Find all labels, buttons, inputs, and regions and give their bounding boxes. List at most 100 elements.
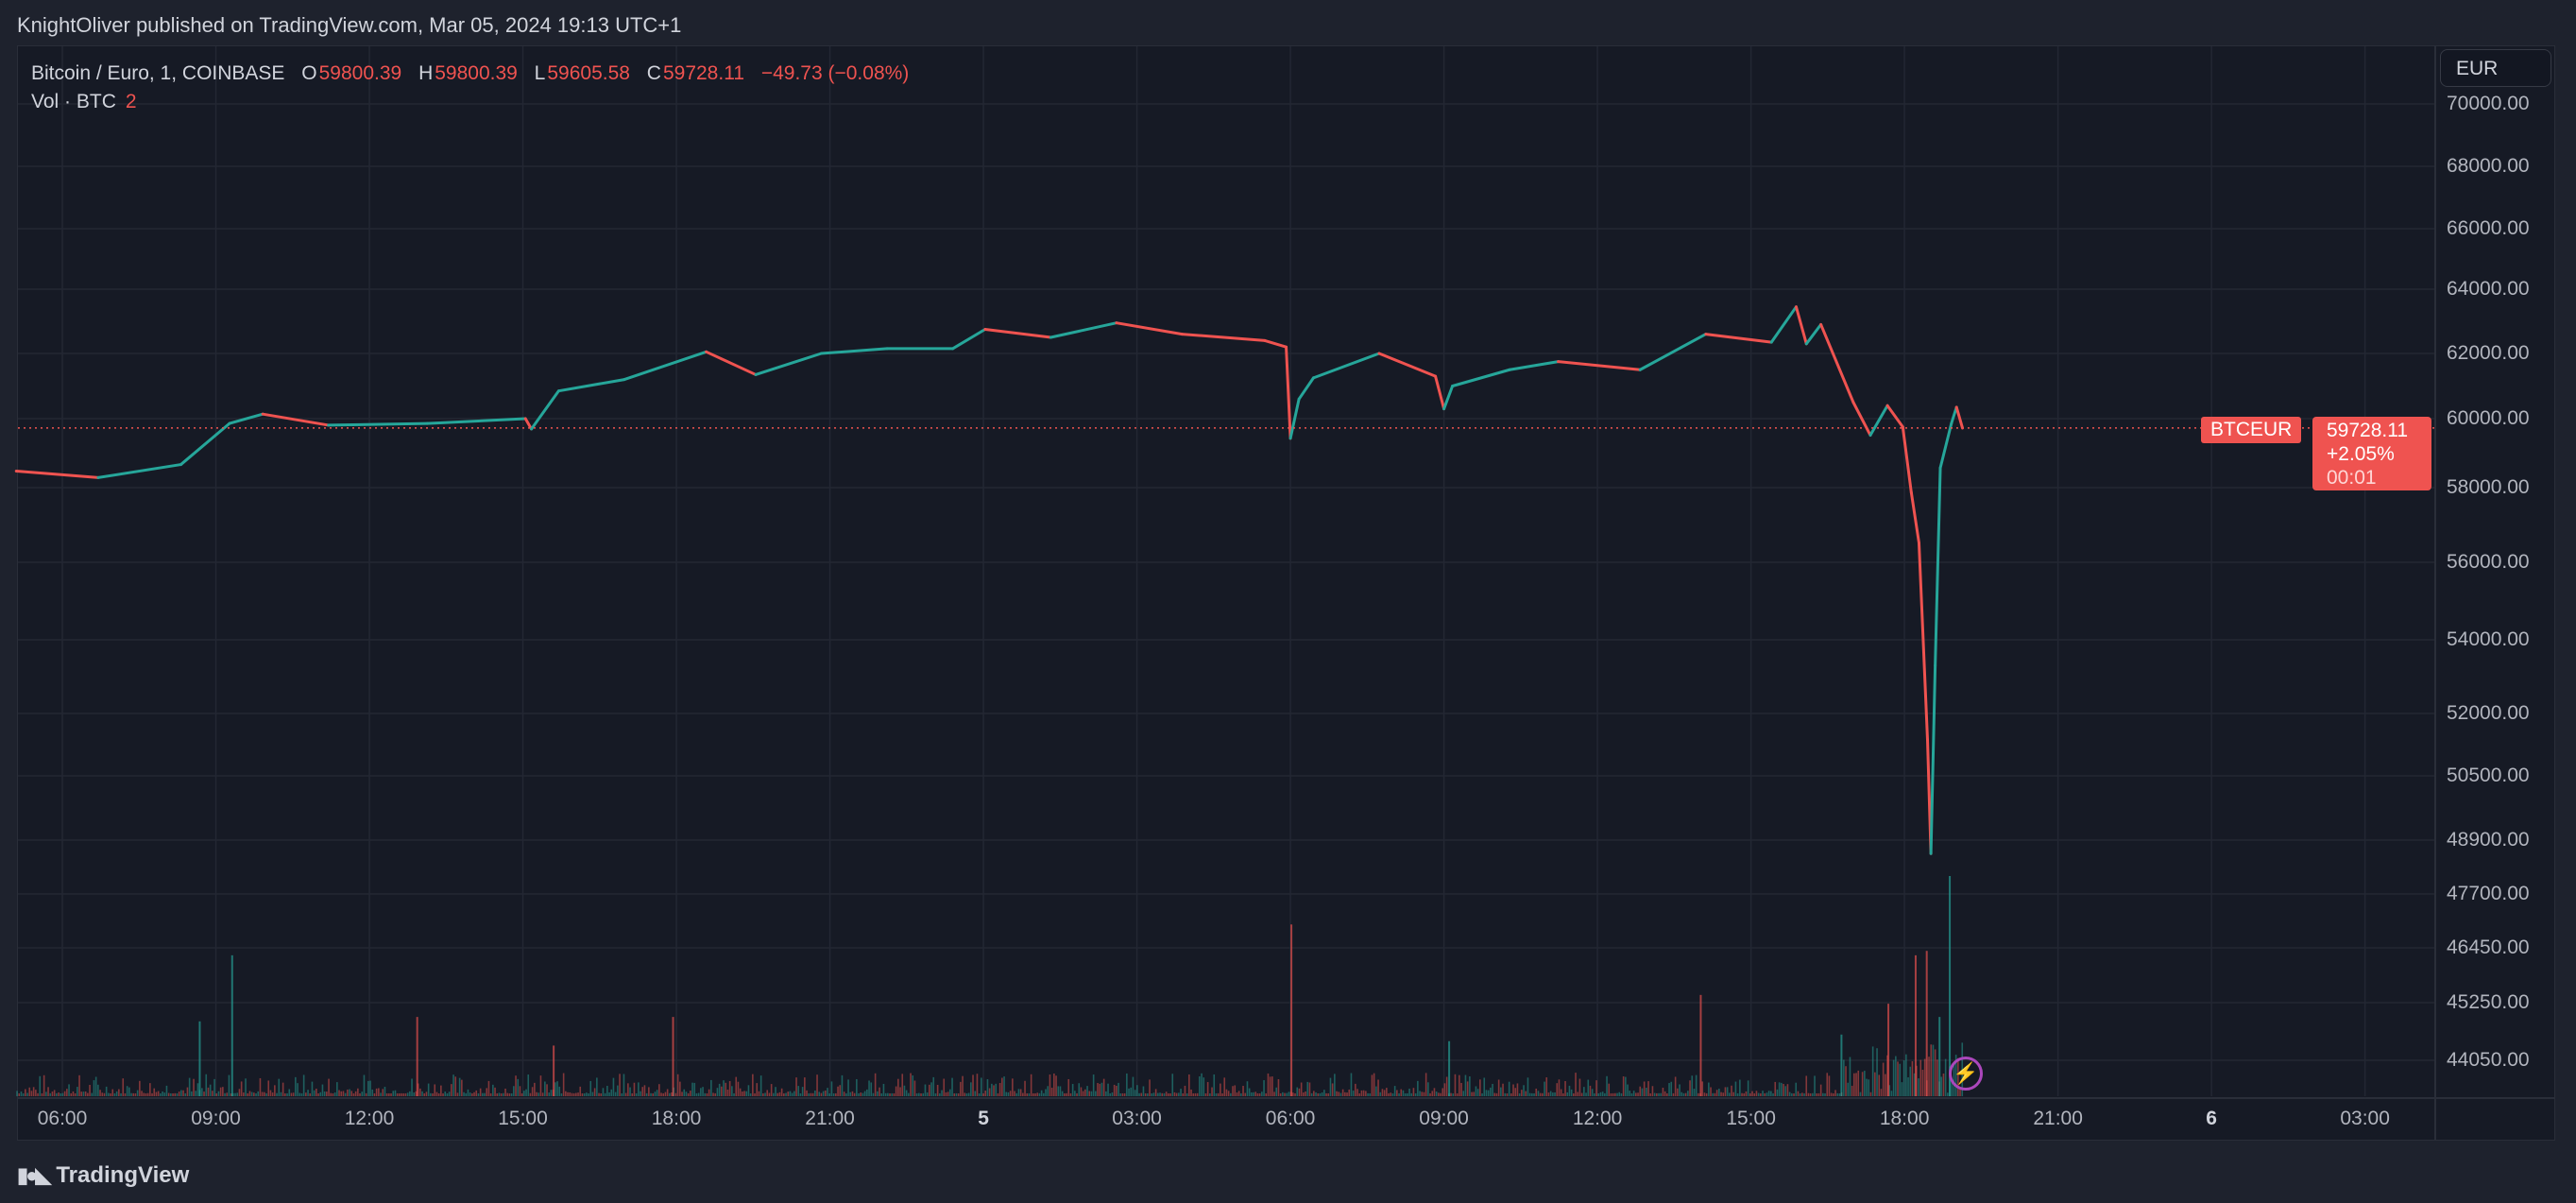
volume-bar <box>99 1090 101 1096</box>
lightning-bolt-icon[interactable]: ⚡ <box>1949 1057 1983 1091</box>
volume-bar <box>1303 1092 1305 1096</box>
volume-bar <box>1099 1083 1101 1096</box>
volume-bar <box>1618 1091 1621 1096</box>
volume-bar <box>830 1081 833 1096</box>
volume-bar <box>338 1090 340 1096</box>
volume-bar <box>1822 1092 1824 1096</box>
volume-bar <box>1772 1092 1774 1096</box>
volume-bar <box>918 1092 920 1096</box>
volume-bar <box>1184 1085 1186 1096</box>
volume-bar <box>1323 1090 1325 1096</box>
volume-bar <box>146 1092 149 1096</box>
volume-bar <box>352 1093 355 1096</box>
volume-bar <box>754 1092 756 1096</box>
volume-bar <box>1369 1092 1372 1096</box>
volume-bar <box>1892 1059 1895 1096</box>
volume-bar <box>247 1092 249 1096</box>
volume-bar <box>820 1092 823 1096</box>
price-segment <box>1954 405 1965 430</box>
volume-bar <box>706 1092 708 1096</box>
volume-bar <box>1421 1091 1424 1096</box>
price-segment <box>1434 374 1446 411</box>
volume-bar <box>567 1091 569 1096</box>
volume-bar <box>1080 1087 1083 1096</box>
volume-bar <box>1294 1092 1296 1096</box>
volume-bar <box>808 1092 810 1096</box>
volume-bar <box>423 1092 426 1096</box>
volume-bar <box>1223 1077 1226 1096</box>
price-segment <box>1311 352 1381 380</box>
volume-bar <box>1144 1092 1147 1096</box>
volume-bar <box>1564 1081 1566 1096</box>
volume-bar <box>742 1091 743 1096</box>
volume-bar <box>598 1092 600 1096</box>
volume-bar <box>16 1091 18 1096</box>
volume-bar <box>716 1088 719 1096</box>
price-segment <box>96 463 182 479</box>
volume-bar <box>1680 1091 1683 1096</box>
volume-bar <box>1874 1072 1876 1096</box>
price-segment <box>556 378 626 393</box>
volume-bar <box>267 1080 270 1096</box>
volume-bar <box>111 1089 114 1096</box>
volume-bar <box>953 1092 956 1096</box>
tradingview-logo[interactable]: ▮●◣ TradingView <box>17 1162 189 1189</box>
volume-bar <box>236 1092 239 1096</box>
volume-bar <box>619 1074 621 1096</box>
volume-bar <box>1028 1092 1031 1096</box>
volume-bar <box>1751 1091 1753 1096</box>
volume-bar <box>1475 1086 1477 1096</box>
volume-bar <box>691 1082 693 1096</box>
volume-bar <box>1412 1088 1415 1096</box>
volume-bar <box>28 1087 31 1096</box>
currency-button[interactable]: EUR <box>2440 49 2551 87</box>
volume-bar <box>572 1092 575 1096</box>
volume-bar <box>1275 1087 1278 1096</box>
volume-bar <box>1781 1082 1783 1096</box>
volume-bar <box>1525 1091 1527 1096</box>
volume-bar <box>1635 1092 1637 1096</box>
volume-bar <box>982 1092 984 1096</box>
volume-bar <box>654 1091 657 1096</box>
volume-bar <box>908 1092 910 1096</box>
volume-bar <box>1578 1078 1581 1096</box>
volume-bar <box>1242 1086 1244 1096</box>
price-segment <box>228 412 264 425</box>
volume-bar <box>891 1092 894 1096</box>
volume-bar <box>1344 1091 1346 1096</box>
price-badge-countdown: 00:01 <box>2327 467 2377 489</box>
volume-bar <box>1647 1081 1649 1096</box>
volume-bar <box>728 1080 731 1096</box>
volume-bar <box>534 1082 536 1096</box>
volume-bar <box>870 1082 873 1096</box>
price-segment <box>1929 663 1937 855</box>
price-tick-label: 47700.00 <box>2447 883 2530 904</box>
price-tick-label: 70000.00 <box>2447 93 2530 114</box>
volume-bar <box>316 1089 317 1096</box>
volume-bar <box>758 1091 760 1096</box>
volume-bar <box>1182 1092 1185 1096</box>
volume-bar <box>136 1090 139 1096</box>
volume-bar <box>1049 1074 1051 1096</box>
volume-bar <box>1531 1092 1533 1096</box>
volume-bar <box>1227 1091 1230 1096</box>
volume-bar <box>1407 1092 1408 1096</box>
price-tick-label: 48900.00 <box>2447 829 2530 851</box>
volume-bar <box>484 1092 486 1096</box>
volume-bar <box>943 1078 946 1096</box>
volume-bar <box>1880 1089 1883 1096</box>
volume-bar <box>1622 1075 1625 1096</box>
volume-bar <box>487 1080 490 1096</box>
time-tick-label: 03:00 <box>2340 1108 2390 1129</box>
volume-bar <box>323 1091 326 1096</box>
volume-bar <box>872 1092 875 1096</box>
volume-value: 2 <box>125 91 137 112</box>
chart-panel[interactable] <box>17 45 2555 1141</box>
volume-bar <box>1277 1078 1280 1096</box>
volume-bar <box>198 1021 201 1096</box>
volume-bar <box>978 1092 981 1096</box>
volume-bar <box>333 1092 336 1096</box>
volume-bar <box>498 1092 501 1096</box>
volume-bar <box>695 1092 698 1096</box>
